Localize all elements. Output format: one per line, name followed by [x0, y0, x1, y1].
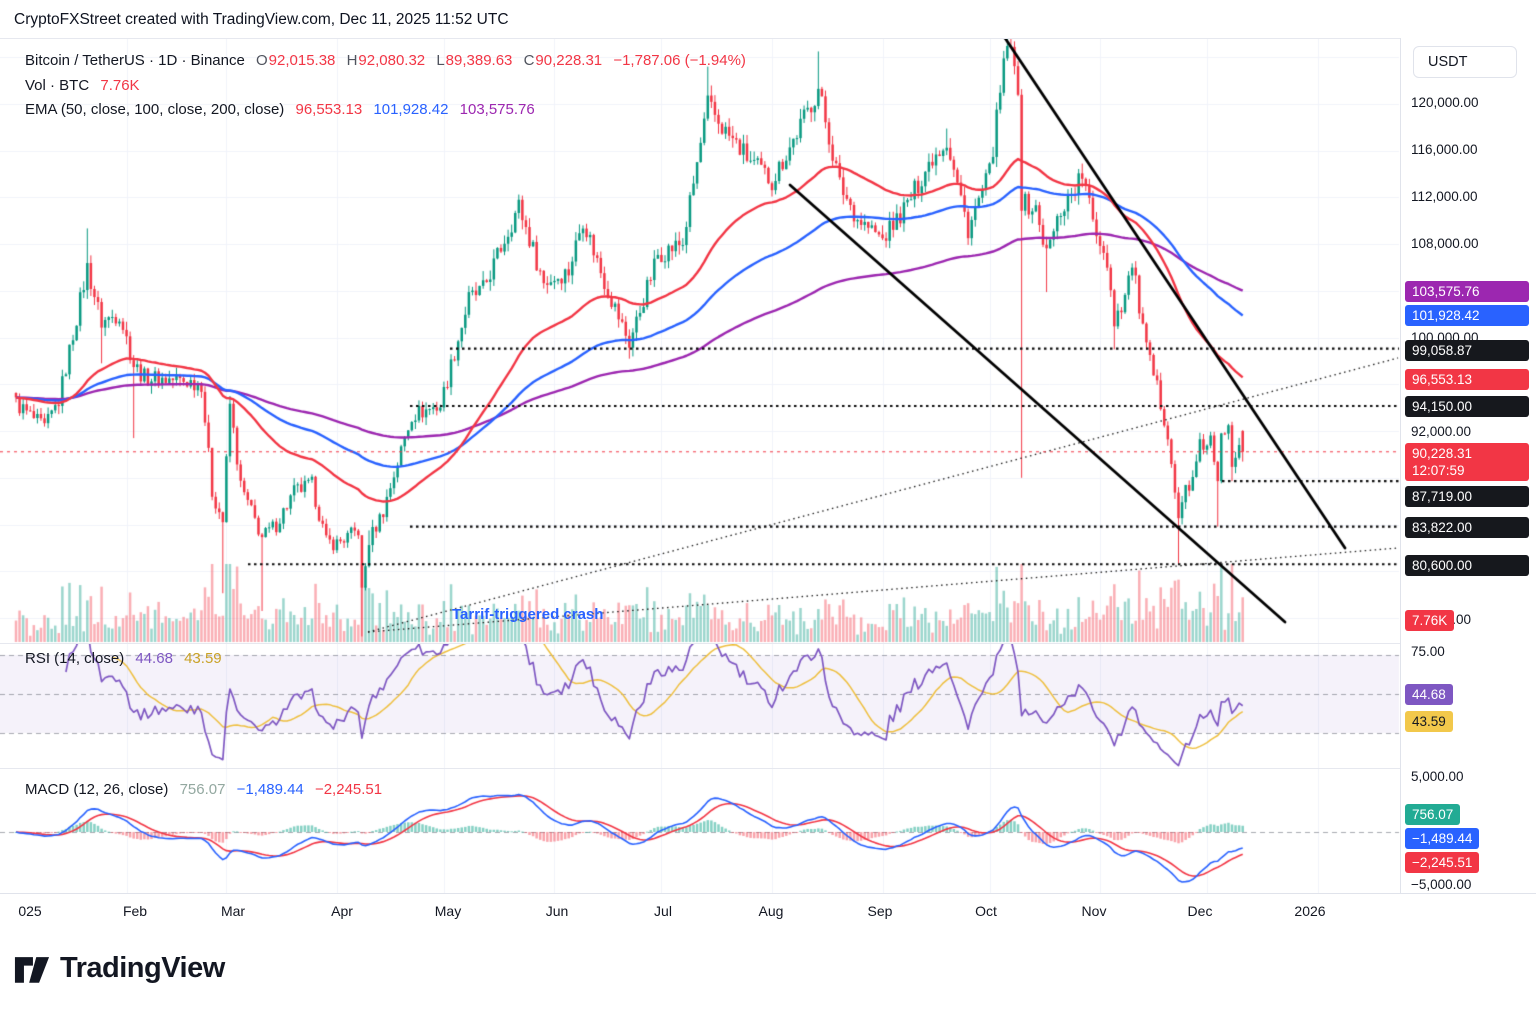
- price-tick: 116,000.00: [1411, 142, 1478, 157]
- time-label-aug: Aug: [758, 903, 784, 919]
- volume-label: Vol · BTC: [25, 77, 90, 94]
- macd-legend[interactable]: MACD (12, 26, close) 756.07 −1,489.44 −2…: [25, 781, 389, 798]
- ema-legend[interactable]: EMA (50, close, 100, close, 200, close) …: [25, 101, 542, 118]
- rsi-legend[interactable]: RSI (14, close) 44.68 43.59: [25, 650, 229, 667]
- price-badge-level-80600: 80,600.00: [1405, 555, 1529, 576]
- pane-divider[interactable]: [0, 643, 1400, 644]
- price-tick: 120,000.00: [1411, 95, 1479, 110]
- price-badge-level-99058: 99,058.87: [1405, 340, 1529, 361]
- time-label-nov: Nov: [1081, 903, 1107, 919]
- price-axis[interactable]: USDT 120,000.00 116,000.00 112,000.00 10…: [1400, 38, 1536, 931]
- price-badge-ema50: 96,553.13: [1405, 369, 1529, 390]
- macd-pane-canvas[interactable]: [0, 768, 1400, 893]
- rsi-tick: 75.00: [1411, 644, 1445, 659]
- pane-divider: [0, 38, 1400, 39]
- time-label-may: May: [434, 903, 462, 919]
- open-value: 92,015.38: [268, 52, 336, 69]
- time-label-mar: Mar: [220, 903, 246, 919]
- time-label-2026: 2026: [1294, 903, 1326, 919]
- rsi-ma-badge: 43.59: [1405, 711, 1453, 732]
- tradingview-logo[interactable]: TradingView: [14, 952, 225, 985]
- time-label-oct: Oct: [975, 903, 997, 919]
- time-label-jul: Jul: [654, 903, 672, 919]
- bar-countdown: 12:07:59: [1412, 463, 1465, 478]
- price-tick: 108,000.00: [1411, 236, 1479, 251]
- pane-divider[interactable]: [0, 768, 1400, 769]
- volume-badge: 7.76K: [1405, 610, 1455, 631]
- tradingview-brand-text: TradingView: [60, 952, 225, 984]
- time-label-jun: Jun: [545, 903, 569, 919]
- high-value: 92,080.32: [358, 52, 426, 69]
- price-tick: 92,000.00: [1411, 424, 1472, 439]
- open-label: O: [256, 52, 268, 69]
- rsi-pane-canvas[interactable]: [0, 643, 1400, 768]
- time-label-feb: Feb: [122, 903, 148, 919]
- time-label-apr: Apr: [331, 903, 353, 919]
- page-title: CryptoFXStreet created with TradingView.…: [14, 11, 509, 28]
- change-value: −1,787.06 (−1.94%): [613, 52, 746, 69]
- volume-value: 7.76K: [100, 77, 140, 94]
- symbol-name[interactable]: Bitcoin / TetherUS · 1D · Binance: [25, 52, 245, 69]
- rsi-label: RSI (14, close): [25, 650, 125, 667]
- low-label: L: [436, 52, 445, 69]
- macd-signal-value: −2,245.51: [314, 781, 383, 798]
- symbol-legend[interactable]: Bitcoin / TetherUS · 1D · Binance O92,01…: [25, 52, 753, 69]
- main-price-chart-canvas[interactable]: [0, 38, 1400, 643]
- macd-tick: −5,000.00: [1411, 877, 1472, 892]
- close-label: C: [523, 52, 535, 69]
- annotation-tariff-crash[interactable]: Tarrif-triggered crash: [452, 606, 604, 623]
- volume-legend[interactable]: Vol · BTC 7.76K: [25, 77, 147, 94]
- tradingview-logo-icon: [14, 957, 50, 983]
- price-badge-level-94150: 94,150.00: [1405, 396, 1529, 417]
- macd-hist-badge: 756.07: [1405, 804, 1461, 825]
- ema50-value: 96,553.13: [295, 101, 363, 118]
- rsi-badge: 44.68: [1405, 684, 1453, 705]
- time-label-2025: 025: [18, 903, 42, 919]
- macd-tick: 5,000.00: [1411, 769, 1464, 784]
- macd-line-badge: −1,489.44: [1405, 828, 1480, 849]
- price-badge-ema100: 101,928.42: [1405, 305, 1529, 326]
- price-tick: 112,000.00: [1411, 189, 1478, 204]
- rsi-ma-value: 43.59: [184, 650, 222, 667]
- time-label-dec: Dec: [1187, 903, 1213, 919]
- rsi-value: 44.68: [135, 650, 173, 667]
- current-price: 90,228.31: [1412, 446, 1473, 461]
- time-axis[interactable]: 025 Feb Mar Apr May Jun Jul Aug Sep Oct …: [0, 893, 1536, 932]
- time-label-sep: Sep: [867, 903, 893, 919]
- ema100-value: 101,928.42: [373, 101, 449, 118]
- currency-toggle-button[interactable]: USDT: [1413, 46, 1517, 78]
- close-value: 90,228.31: [535, 52, 603, 69]
- macd-label: MACD (12, 26, close): [25, 781, 169, 798]
- macd-hist-value: 756.07: [179, 781, 226, 798]
- price-badge-level-83822: 83,822.00: [1405, 517, 1529, 538]
- low-value: 89,389.63: [445, 52, 513, 69]
- current-price-badge: 90,228.31 12:07:59: [1405, 443, 1529, 481]
- price-badge-level-87719: 87,719.00: [1405, 486, 1529, 507]
- macd-signal-badge: −2,245.51: [1405, 852, 1480, 873]
- ema-label: EMA (50, close, 100, close, 200, close): [25, 101, 285, 118]
- ema200-value: 103,575.76: [459, 101, 535, 118]
- macd-line-value: −1,489.44: [236, 781, 304, 798]
- high-label: H: [346, 52, 358, 69]
- price-badge-ema200: 103,575.76: [1405, 281, 1529, 302]
